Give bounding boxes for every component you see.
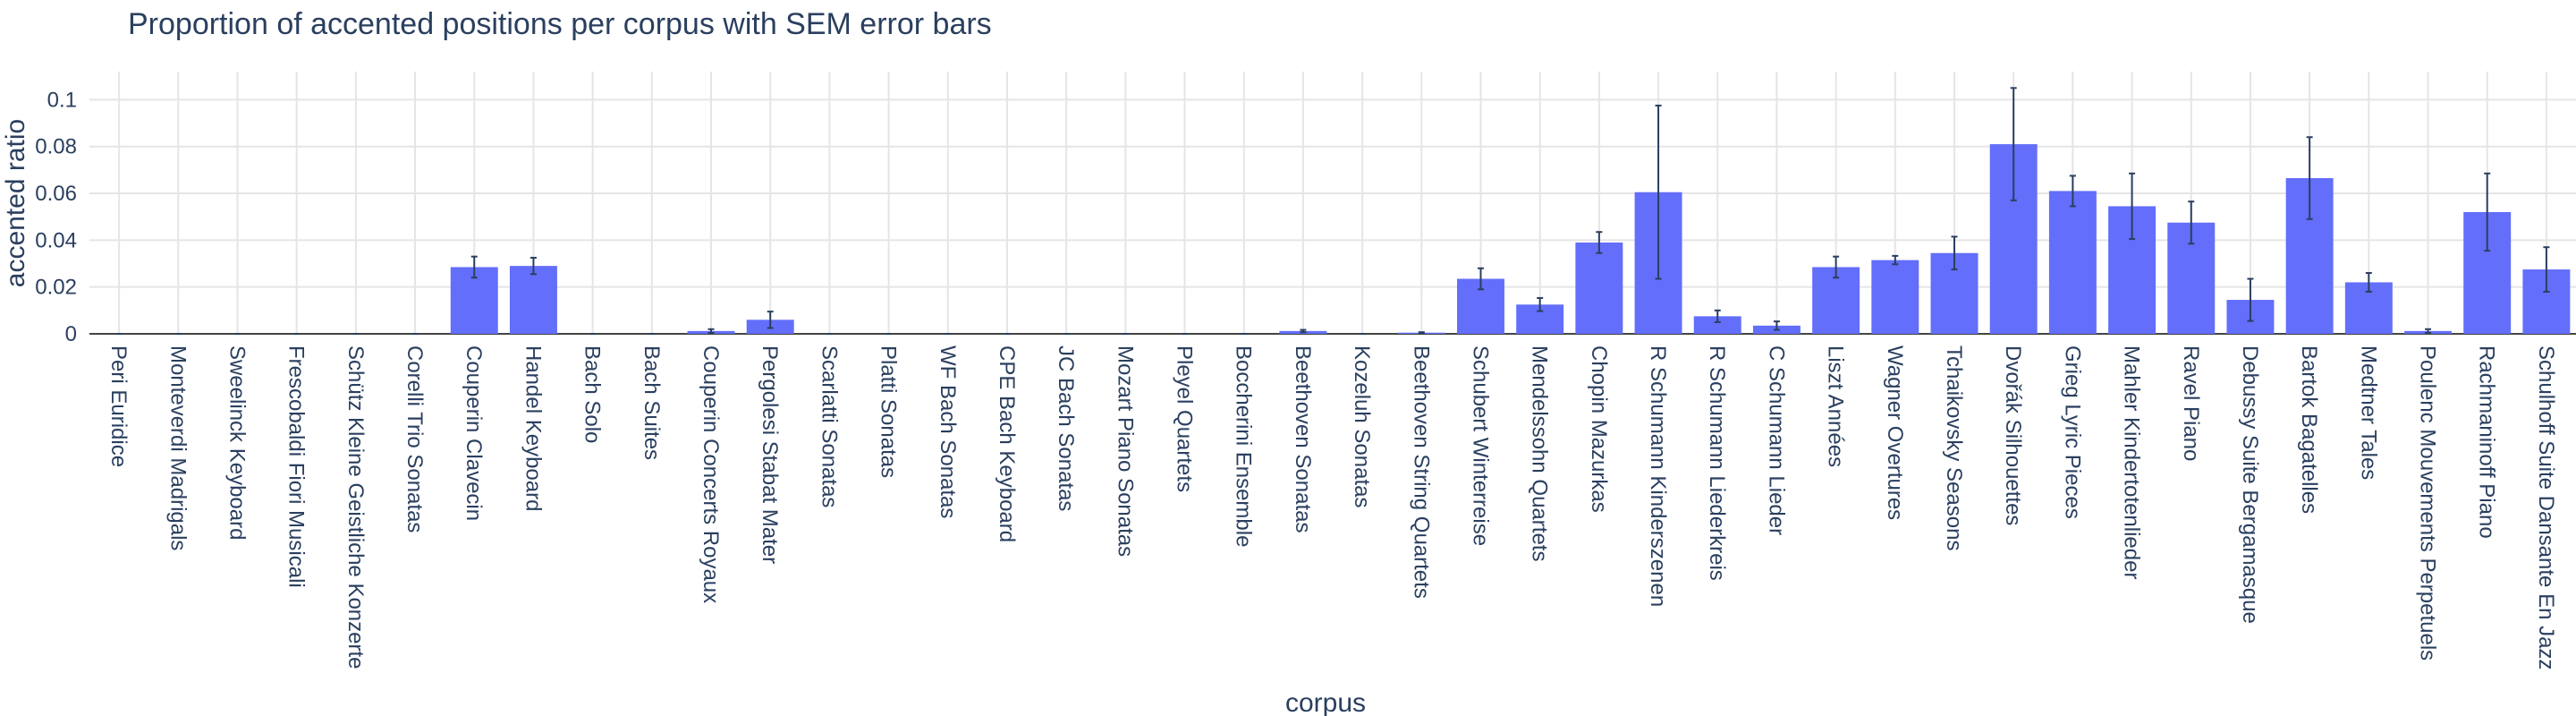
x-tick-label: Tchaikovsky Seasons — [1942, 345, 1966, 550]
x-tick-label: Bach Solo — [580, 345, 605, 443]
y-tick-label: 0.06 — [35, 182, 77, 206]
bar — [2048, 191, 2097, 334]
x-tick-label: Monteverdi Madrigals — [165, 345, 190, 550]
x-tick-label: Wagner Overtures — [1883, 345, 1907, 520]
x-tick-label: JC Bach Sonatas — [1054, 345, 1078, 511]
x-tick-label: WF Bach Sonatas — [936, 345, 960, 518]
x-tick-label: Corelli Trio Sonatas — [402, 345, 427, 533]
bar — [1575, 242, 1623, 334]
x-tick-label: Mendelssohn Quartets — [1528, 345, 1552, 561]
y-tick-label: 0.08 — [35, 135, 77, 159]
bar — [1871, 260, 1919, 334]
x-tick-label: Ravel Piano — [2179, 345, 2203, 461]
x-tick-label: Mahler Kindertotenlieder — [2120, 345, 2144, 579]
x-tick-label: Dvořák Silhouettes — [2001, 345, 2025, 525]
x-axis-ticks: Peri Euridice Monteverdi Madrigals Sweelin… — [106, 345, 2558, 669]
x-tick-label: R Schumann Kinderszenen — [1646, 345, 1670, 607]
x-tick-label: Kozeluh Sonatas — [1350, 345, 1374, 507]
x-tick-label: Schubert Winterreise — [1468, 345, 1492, 546]
x-tick-label: Grieg Lyric Pieces — [2060, 345, 2084, 519]
y-axis-title: accented ratio — [1, 119, 30, 287]
x-tick-label: Medtner Tales — [2356, 345, 2380, 480]
x-tick-label: Schulhoff Suite Dansante En Jazz — [2534, 345, 2558, 669]
x-tick-label: Chopin Mazurkas — [1587, 345, 1611, 513]
y-axis-ticks: 0 0.02 0.04 0.06 0.08 0.1 — [35, 88, 77, 346]
error-bars — [115, 87, 2550, 335]
x-axis-title: corpus — [1285, 688, 1366, 716]
bar — [1693, 316, 1741, 334]
y-tick-label: 0.1 — [47, 88, 77, 112]
x-tick-label: Platti Sonatas — [877, 345, 901, 478]
x-tick-label: Pergolesi Stabat Mater — [758, 345, 782, 564]
x-tick-label: Scarlatti Sonatas — [817, 345, 841, 507]
x-tick-label: Bartok Bagatelles — [2297, 345, 2321, 514]
x-tick-label: Pleyel Quartets — [1173, 345, 1197, 492]
x-tick-label: Peri Euridice — [106, 345, 131, 467]
x-tick-label: Liszt Années — [1824, 345, 1848, 467]
y-tick-label: 0.02 — [35, 276, 77, 300]
bar — [509, 266, 557, 334]
y-tick-label: 0.04 — [35, 228, 77, 252]
x-tick-label: Handel Keyboard — [521, 345, 545, 511]
x-tick-label: Frescobaldi Fiori Musicali — [284, 345, 309, 588]
x-tick-label: Couperin Concerts Royaux — [699, 345, 723, 603]
x-tick-label: Poulenc Mouvements Perpetuels — [2416, 345, 2440, 661]
x-tick-label: R Schumann Liederkreis — [1705, 345, 1729, 581]
x-tick-label: CPE Bach Keyboard — [995, 345, 1019, 542]
bars — [450, 144, 2571, 334]
y-tick-label: 0 — [65, 322, 77, 346]
x-tick-label: Mozart Piano Sonatas — [1113, 345, 1137, 557]
x-tick-label: Beethoven String Quartets — [1409, 345, 1433, 599]
x-tick-label: Boccherini Ensemble — [1232, 345, 1256, 547]
x-tick-label: C Schumann Lieder — [1764, 345, 1788, 535]
x-tick-label: Debussy Suite Bergamasque — [2238, 345, 2262, 624]
x-tick-label: Sweelinck Keyboard — [225, 345, 249, 540]
chart-title: Proportion of accented positions per cor… — [128, 7, 992, 41]
x-tick-label: Couperin Clavecin — [462, 345, 486, 521]
x-tick-label: Bach Suites — [640, 345, 664, 460]
x-tick-label: Schütz Kleine Geistliche Konzerte — [343, 345, 368, 669]
x-tick-label: Beethoven Sonatas — [1291, 345, 1315, 533]
x-tick-label: Rachmaninoff Piano — [2475, 345, 2499, 539]
